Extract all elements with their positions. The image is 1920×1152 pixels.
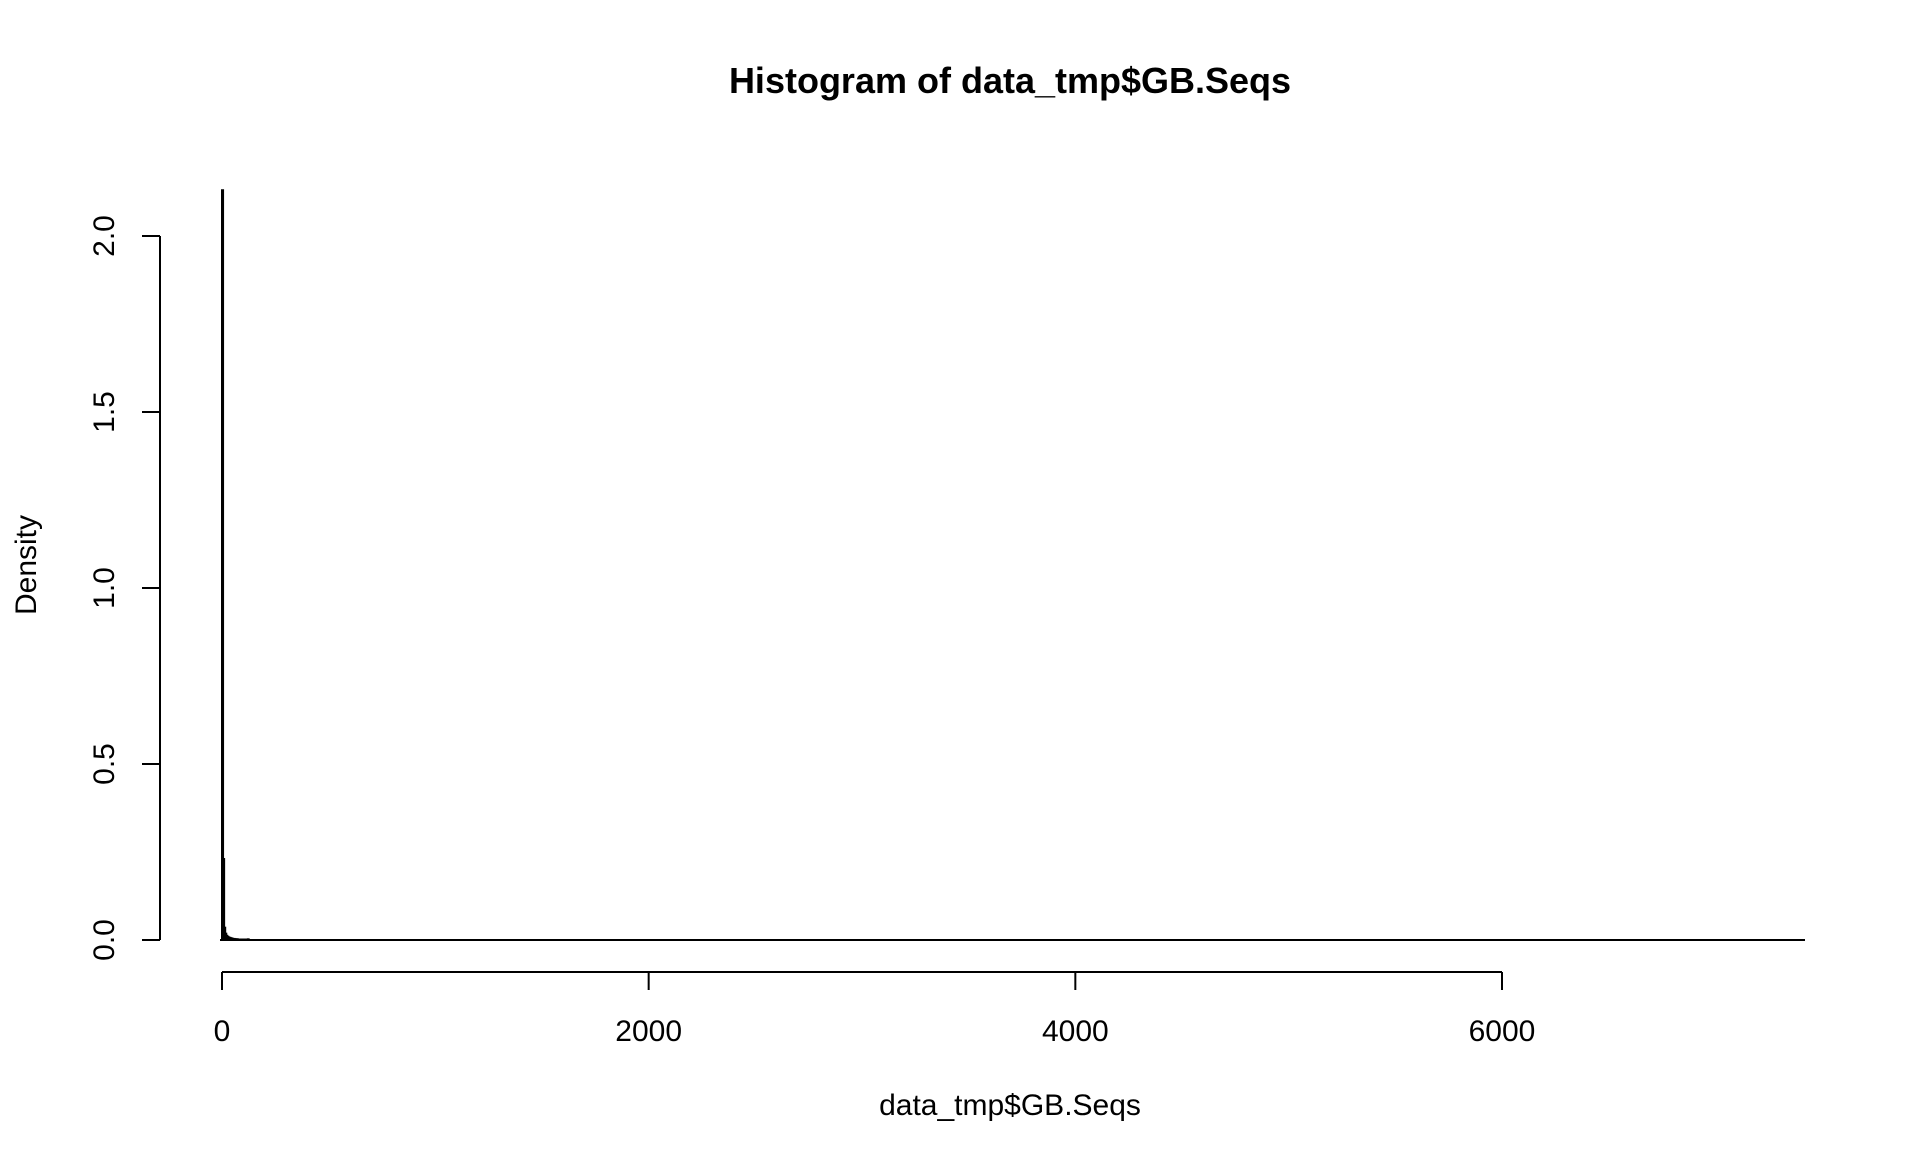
y-tick-label-3: 1.5 bbox=[88, 391, 121, 433]
x-tick-label-3: 6000 bbox=[1469, 1015, 1536, 1048]
y-tick-label-0: 0.0 bbox=[88, 919, 121, 961]
histogram-bar-19 bbox=[243, 938, 247, 941]
chart-title: Histogram of data_tmp$GB.Seqs bbox=[729, 60, 1291, 101]
histogram-bar-17 bbox=[239, 938, 243, 941]
y-axis: 0.0 0.5 1.0 1.5 2.0 bbox=[88, 215, 161, 961]
y-tick-label-1: 0.5 bbox=[88, 743, 121, 785]
y-tick-label-2: 1.0 bbox=[88, 567, 121, 609]
histogram-bar-20 bbox=[246, 938, 250, 942]
histogram-bars bbox=[221, 189, 250, 942]
y-axis-label: Density bbox=[10, 515, 43, 615]
x-axis: 0 2000 4000 6000 bbox=[214, 971, 1536, 1048]
histogram-bar-18 bbox=[241, 938, 245, 941]
x-tick-label-0: 0 bbox=[214, 1015, 231, 1048]
y-tick-label-4: 2.0 bbox=[88, 215, 121, 257]
histogram-bar-0 bbox=[221, 189, 225, 942]
x-tick-label-2: 4000 bbox=[1042, 1015, 1109, 1048]
x-tick-label-1: 2000 bbox=[615, 1015, 682, 1048]
x-axis-label: data_tmp$GB.Seqs bbox=[879, 1089, 1141, 1122]
